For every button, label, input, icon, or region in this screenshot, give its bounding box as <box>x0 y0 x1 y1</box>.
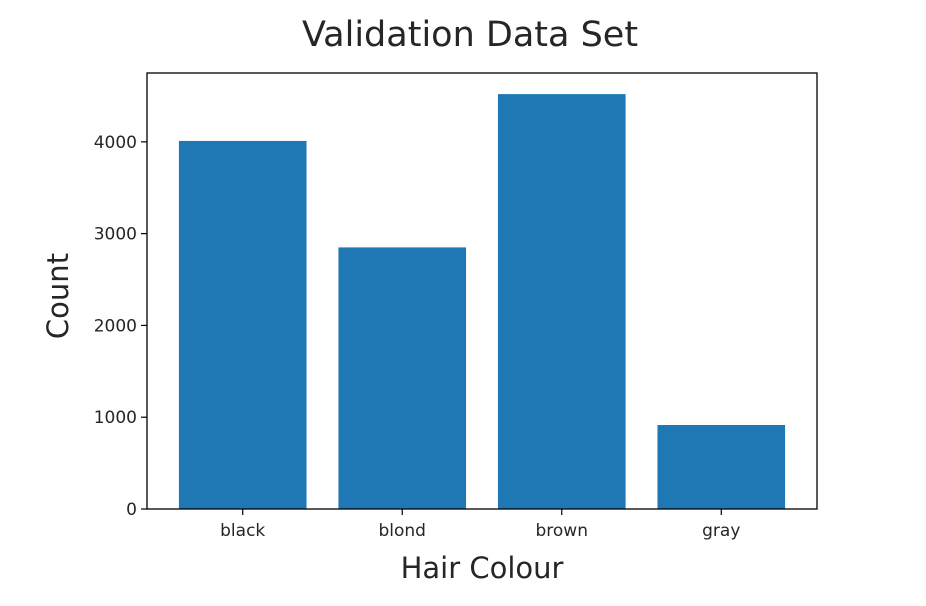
plot-frame <box>146 72 818 510</box>
y-tick-label: 1000 <box>94 408 137 428</box>
x-axis-label: Hair Colour <box>401 551 564 585</box>
bar-black <box>178 140 307 510</box>
x-tick-label: brown <box>536 521 589 541</box>
bar-brown <box>497 94 626 510</box>
x-tick-label: gray <box>702 521 740 541</box>
y-tick-label: 0 <box>126 500 137 520</box>
chart-title: Validation Data Set <box>302 15 638 55</box>
x-tick-label: blond <box>378 521 425 541</box>
y-axis-label: Count <box>41 253 75 339</box>
x-ticks-group: black blond brown gray <box>220 509 740 541</box>
y-tick-label: 4000 <box>94 133 137 153</box>
x-tick-label: black <box>220 521 265 541</box>
bar-gray <box>657 425 786 509</box>
y-tick-label: 3000 <box>94 225 137 245</box>
bar-blond <box>338 247 467 509</box>
bars-group <box>178 94 786 510</box>
y-ticks-group: 0 1000 2000 3000 4000 <box>94 133 147 520</box>
y-tick-label: 2000 <box>94 316 137 336</box>
